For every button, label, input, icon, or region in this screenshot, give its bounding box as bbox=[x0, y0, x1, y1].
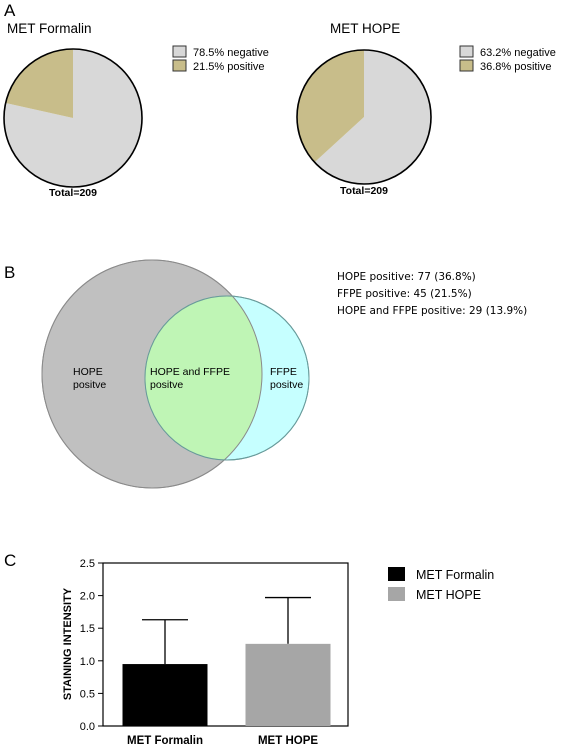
y-tick-label: 1.5 bbox=[80, 623, 95, 635]
bar-legend-swatch-hope bbox=[388, 587, 405, 601]
venn-note-both: HOPE and FFPE positive: 29 (13.9%) bbox=[337, 305, 527, 317]
legend-label-positive: 36.8% positive bbox=[480, 61, 552, 73]
venn-label-hope: HOPE positve bbox=[73, 366, 106, 391]
venn-note-ffpe: FFPE positive: 45 (21.5%) bbox=[337, 288, 472, 300]
pie-slice-positive bbox=[297, 49, 364, 163]
bar-legend-swatch-formalin bbox=[388, 567, 405, 581]
pie-total-met-hope: Total=209 bbox=[340, 185, 388, 197]
venn-note-hope: HOPE positive: 77 (36.8%) bbox=[337, 271, 476, 283]
pie-total-met-formalin: Total=209 bbox=[49, 187, 97, 199]
pie-slices-met-formalin bbox=[3, 48, 143, 188]
pie-outline bbox=[3, 48, 143, 188]
venn-label-line: positve bbox=[270, 379, 303, 391]
venn-label-line: HOPE and FFPE bbox=[150, 366, 230, 378]
venn-outline-hope bbox=[41, 259, 263, 489]
venn-label-line: HOPE bbox=[73, 366, 103, 378]
venn-label-line: FFPE bbox=[270, 366, 297, 378]
pie-slices-met-hope bbox=[296, 49, 432, 185]
y-tick-label: 0.0 bbox=[80, 721, 95, 733]
bar-legend-label-hope: MET HOPE bbox=[416, 588, 481, 602]
y-tick-label: 1.0 bbox=[80, 656, 95, 668]
venn-label-overlap: HOPE and FFPE positve bbox=[150, 366, 230, 391]
panel-letter-a: A bbox=[4, 1, 16, 20]
y-tick-label: 2.5 bbox=[80, 558, 95, 570]
pie-outline bbox=[296, 49, 432, 185]
legend-label-negative: 78.5% negative bbox=[193, 47, 269, 59]
pie-chart-met-formalin: MET Formalin Total=209 78.5% negative 21… bbox=[3, 21, 269, 199]
plot-frame bbox=[102, 562, 349, 727]
category-label-met-formalin: MET Formalin bbox=[127, 735, 203, 747]
legend-label-negative: 63.2% negative bbox=[480, 47, 556, 59]
pie-slice-negative bbox=[3, 49, 142, 188]
bar-met-formalin bbox=[122, 664, 208, 726]
bar-legend-label-formalin: MET Formalin bbox=[416, 568, 494, 582]
y-axis-ticks: 0.0 0.5 1.0 1.5 2.0 2.5 bbox=[80, 558, 103, 733]
bar-chart: STAINING INTENSITY 0.0 0.5 1.0 1.5 2.0 2.5 ME… bbox=[62, 558, 494, 747]
y-tick-label: 2.0 bbox=[80, 591, 95, 603]
pie-chart-met-hope: MET HOPE Total=209 63.2% negative 36.8% … bbox=[296, 21, 556, 197]
pie-slice-negative bbox=[314, 50, 431, 184]
category-label-met-hope: MET HOPE bbox=[258, 735, 318, 747]
venn-diagram: HOPE positve HOPE and FFPE positve FFPE pos… bbox=[41, 259, 310, 489]
legend-swatch-negative bbox=[172, 45, 187, 58]
venn-overlap-region bbox=[145, 296, 262, 460]
legend-swatch-positive bbox=[459, 59, 474, 72]
venn-outline-ffpe bbox=[144, 295, 310, 461]
bars bbox=[122, 596, 331, 726]
pie-slice-positive bbox=[5, 49, 73, 118]
venn-label-ffpe: FFPE positve bbox=[270, 366, 303, 391]
venn-label-line: positve bbox=[150, 379, 183, 391]
bar-met-hope bbox=[245, 643, 331, 726]
venn-summary: HOPE positive: 77 (36.8%) FFPE positive:… bbox=[337, 271, 527, 317]
legend-swatch-negative bbox=[459, 45, 474, 58]
y-tick-label: 0.5 bbox=[80, 688, 95, 700]
y-axis-title: STAINING INTENSITY bbox=[62, 587, 74, 700]
legend-label-positive: 21.5% positive bbox=[193, 61, 265, 73]
venn-label-line: positve bbox=[73, 379, 106, 391]
pie-title-met-hope: MET HOPE bbox=[330, 21, 400, 36]
pie-title-met-formalin: MET Formalin bbox=[7, 21, 92, 36]
legend-swatch-positive bbox=[172, 59, 187, 72]
panel-letter-c: C bbox=[4, 551, 16, 570]
panel-letter-b: B bbox=[4, 263, 15, 282]
bar-legend: MET Formalin MET HOPE bbox=[388, 567, 494, 602]
